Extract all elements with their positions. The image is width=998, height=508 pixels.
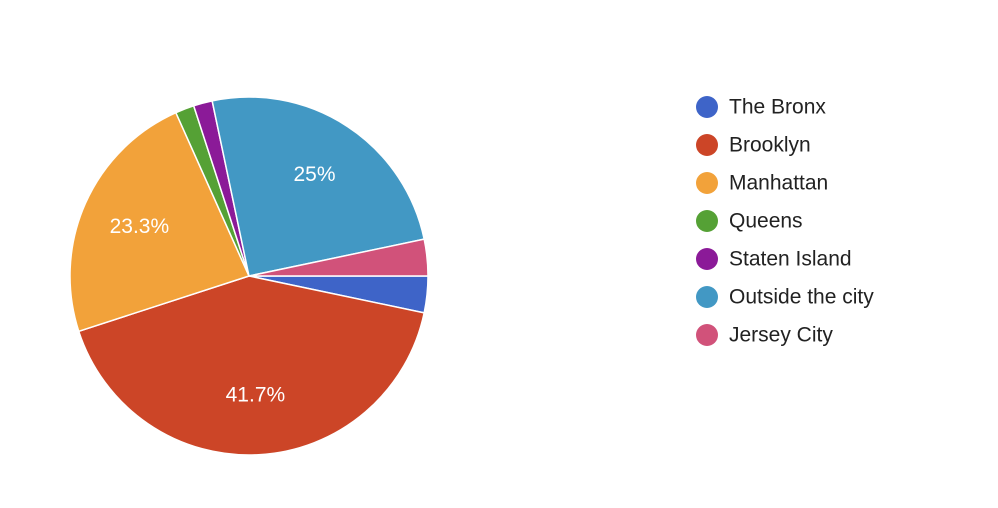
legend-label: Jersey City — [729, 324, 833, 347]
legend-label: Manhattan — [729, 172, 828, 195]
slice-label: 23.3% — [110, 215, 170, 238]
legend-label: Outside the city — [729, 286, 874, 309]
pie-slice — [211, 96, 426, 277]
legend-marker — [696, 248, 718, 270]
legend-label: Brooklyn — [729, 134, 811, 157]
legend-label: Staten Island — [729, 248, 852, 271]
slice-label: 41.7% — [226, 383, 286, 406]
legend-marker — [696, 324, 718, 346]
legend-marker — [696, 96, 718, 118]
pie-slice — [248, 238, 429, 277]
legend-marker — [696, 210, 718, 232]
legend-marker — [696, 134, 718, 156]
pie-slice — [77, 275, 426, 456]
legend-marker — [696, 286, 718, 308]
legend-label: Queens — [729, 210, 803, 233]
legend-marker — [696, 172, 718, 194]
slice-label: 25% — [294, 163, 336, 186]
legend-label: The Bronx — [729, 96, 826, 119]
pie-slice — [69, 111, 251, 333]
